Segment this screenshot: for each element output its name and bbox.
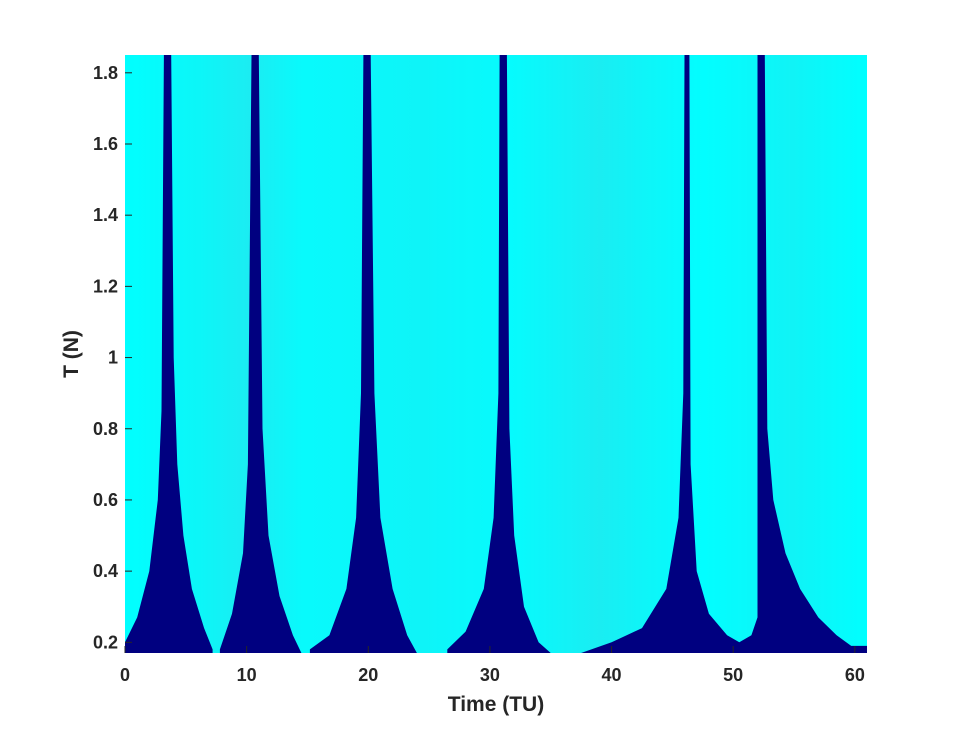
y-tick-label: 0.8	[93, 419, 118, 439]
x-tick-label: 60	[845, 665, 865, 685]
dark-region-3	[309, 55, 417, 653]
x-tick-label: 50	[723, 665, 743, 685]
dark-regions	[125, 55, 867, 653]
dark-region-1	[125, 55, 213, 653]
y-tick-label: 1.8	[93, 63, 118, 83]
x-tick-label: 40	[602, 665, 622, 685]
y-tick-label: 0.6	[93, 490, 118, 510]
y-tick-label: 0.4	[93, 561, 118, 581]
y-tick-label: 1.6	[93, 134, 118, 154]
x-tick-label: 20	[358, 665, 378, 685]
y-tick-label: 1.4	[93, 205, 118, 225]
y-axis-label: T (N)	[60, 330, 83, 378]
x-tick-label: 30	[480, 665, 500, 685]
x-axis: 0 10 20 30 40 50 60	[120, 646, 865, 685]
dark-region-2	[219, 55, 302, 653]
x-tick-label: 0	[120, 665, 130, 685]
y-tick-label: 1.2	[93, 276, 118, 296]
dark-region-6	[757, 55, 867, 653]
x-tick-label: 10	[237, 665, 257, 685]
y-tick-label: 0.2	[93, 632, 118, 652]
y-axis: 0.2 0.4 0.6 0.8 1 1.2 1.4 1.6 1.8	[93, 63, 132, 652]
y-tick-label: 1	[108, 348, 118, 368]
x-axis-label: Time (TU)	[448, 693, 544, 716]
dark-region-4	[447, 55, 551, 653]
